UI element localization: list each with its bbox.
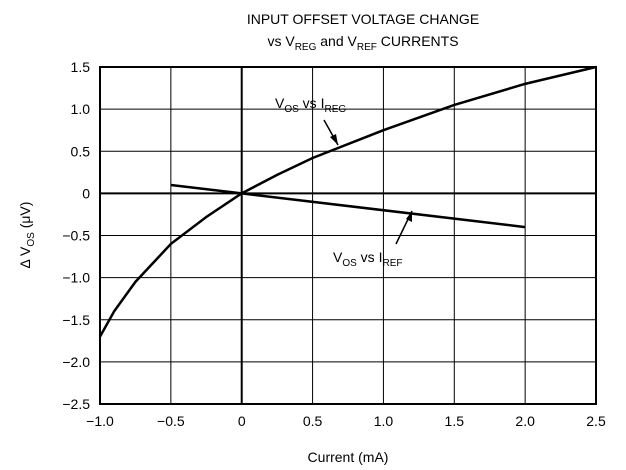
text-segment: OS — [342, 258, 357, 269]
x-tick-label: −1.0 — [86, 413, 114, 429]
text-segment: vs I — [299, 95, 325, 111]
text-segment: INPUT OFFSET VOLTAGE CHANGE — [247, 11, 479, 27]
text-segment: V — [275, 95, 285, 111]
text-segment: vs I — [357, 249, 383, 265]
y-tick-label: −2.0 — [62, 354, 90, 370]
text-segment: and V — [316, 33, 357, 49]
series-line — [98, 65, 597, 338]
x-tick-label: 0.5 — [303, 413, 323, 429]
text-segment: (μV) — [17, 202, 33, 233]
text-segment: REG — [295, 42, 317, 53]
text-segment: REF — [357, 42, 377, 53]
y-tick-label: −1.0 — [62, 270, 90, 286]
y-tick-label: −1.5 — [62, 312, 90, 328]
text-segment: REF — [382, 258, 402, 269]
y-tick-label: 1.5 — [71, 59, 91, 75]
text-segment: vs V — [267, 33, 295, 49]
series-line — [170, 183, 526, 229]
plot-frame — [99, 66, 597, 405]
x-tick-label: 2.0 — [515, 413, 535, 429]
annotation: VOS vs IREG — [275, 95, 346, 115]
text-segment: Current (mA) — [308, 449, 389, 465]
y-tick-label: −2.5 — [62, 396, 90, 412]
text-segment: V — [333, 249, 343, 265]
y-tick-label: 0 — [82, 185, 90, 201]
x-tick-label: 2.5 — [586, 413, 606, 429]
text-segment: Δ V — [17, 246, 33, 268]
text-segment: OS — [26, 232, 37, 247]
y-tick-label: 0.5 — [71, 143, 91, 159]
y-axis-label: Δ VOS (μV) — [17, 202, 37, 269]
arrowhead — [330, 134, 338, 145]
x-tick-label: 0 — [238, 413, 246, 429]
x-axis-label: Current (mA) — [308, 449, 389, 465]
x-tick-label: 1.5 — [445, 413, 465, 429]
y-tick-label: −0.5 — [62, 228, 90, 244]
chart-title: INPUT OFFSET VOLTAGE CHANGE — [247, 11, 479, 27]
chart-title: vs VREG and VREF CURRENTS — [267, 33, 458, 53]
annotation: VOS vs IREF — [333, 249, 402, 269]
x-tick-label: −0.5 — [157, 413, 185, 429]
text-segment: CURRENTS — [377, 33, 459, 49]
x-tick-label: 1.0 — [374, 413, 394, 429]
y-tick-label: 1.0 — [71, 101, 91, 117]
